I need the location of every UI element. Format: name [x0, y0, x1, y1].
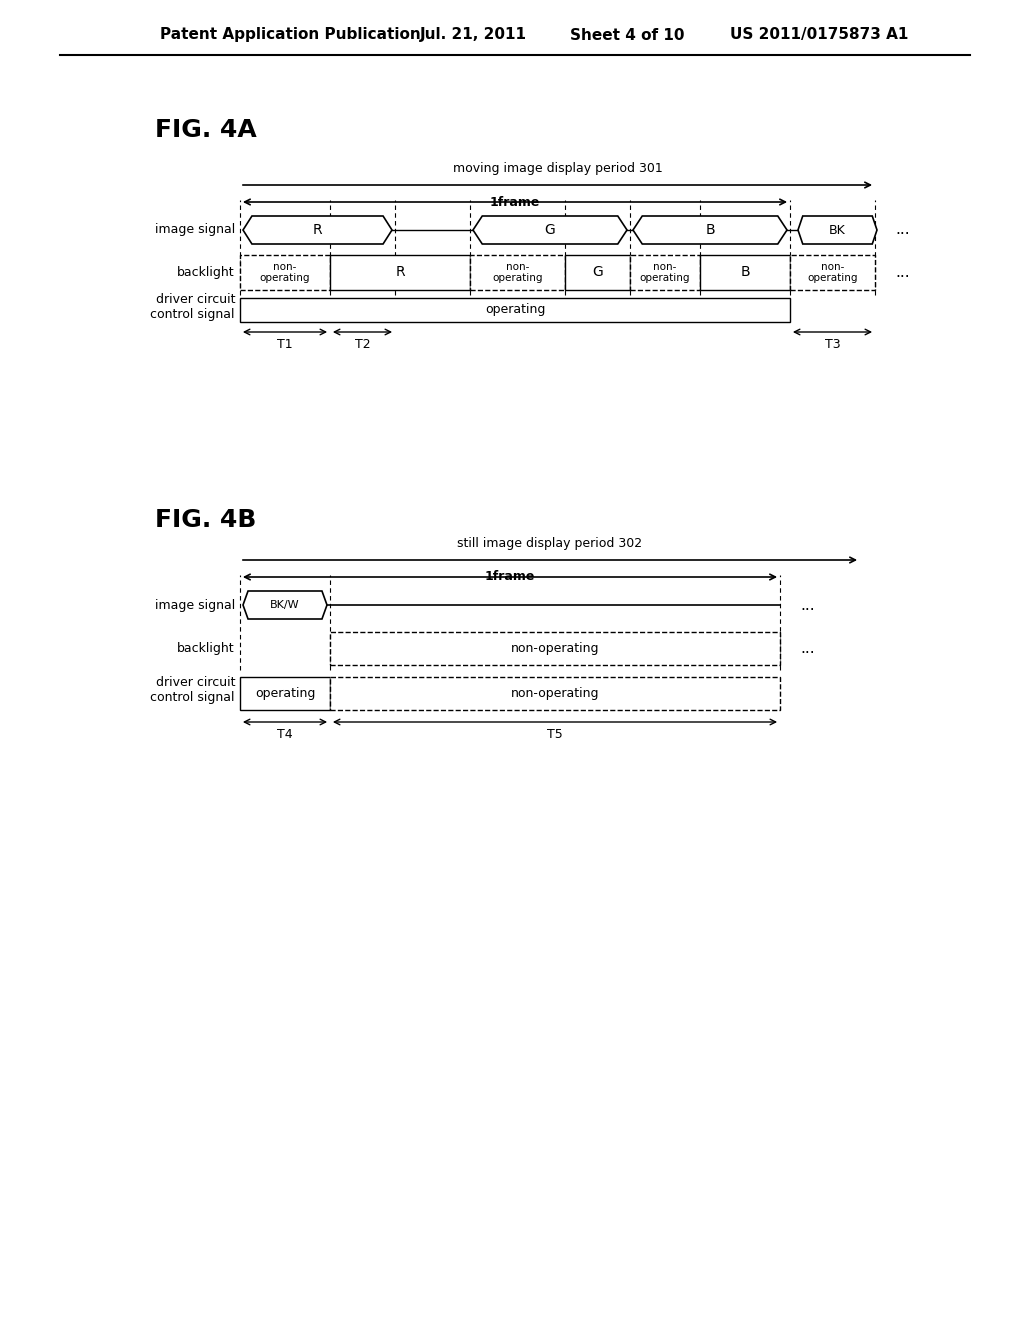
Text: Sheet 4 of 10: Sheet 4 of 10	[570, 28, 684, 42]
Text: non-
operating: non- operating	[260, 261, 310, 284]
Polygon shape	[243, 591, 327, 619]
Text: non-
operating: non- operating	[640, 261, 690, 284]
Text: T5: T5	[547, 729, 563, 742]
Text: operating: operating	[255, 686, 315, 700]
Text: image signal: image signal	[155, 598, 234, 611]
Bar	[330, 255, 470, 290]
Text: non-
operating: non- operating	[807, 261, 858, 284]
Text: 1frame: 1frame	[484, 570, 536, 583]
Bar	[240, 298, 790, 322]
Bar	[790, 255, 874, 290]
Bar	[330, 677, 780, 710]
Text: FIG. 4A: FIG. 4A	[155, 117, 257, 143]
Text: ...: ...	[895, 223, 909, 238]
Text: image signal: image signal	[155, 223, 234, 236]
Text: ...: ...	[800, 642, 815, 656]
Text: T1: T1	[278, 338, 293, 351]
Bar	[565, 255, 630, 290]
Bar	[700, 255, 790, 290]
Text: ...: ...	[895, 265, 909, 280]
Text: non-operating: non-operating	[511, 642, 599, 655]
Polygon shape	[243, 216, 392, 244]
Text: 1frame: 1frame	[489, 195, 541, 209]
Text: BK/W: BK/W	[270, 601, 300, 610]
Text: non-operating: non-operating	[511, 686, 599, 700]
Text: B: B	[706, 223, 715, 238]
Polygon shape	[473, 216, 627, 244]
Text: B: B	[740, 265, 750, 280]
Bar	[240, 255, 330, 290]
Text: Jul. 21, 2011: Jul. 21, 2011	[420, 28, 527, 42]
Text: US 2011/0175873 A1: US 2011/0175873 A1	[730, 28, 908, 42]
Text: still image display period 302: still image display period 302	[458, 537, 643, 550]
Text: G: G	[545, 223, 555, 238]
Text: FIG. 4B: FIG. 4B	[155, 508, 256, 532]
Text: T2: T2	[354, 338, 371, 351]
Text: backlight: backlight	[177, 267, 234, 279]
Text: R: R	[312, 223, 323, 238]
Text: T4: T4	[278, 729, 293, 742]
Text: ...: ...	[800, 598, 815, 612]
Text: T3: T3	[824, 338, 841, 351]
Text: non-
operating: non- operating	[493, 261, 543, 284]
Text: BK: BK	[829, 223, 846, 236]
Text: driver circuit
control signal: driver circuit control signal	[151, 676, 234, 705]
Text: R: R	[395, 265, 404, 280]
Text: moving image display period 301: moving image display period 301	[453, 162, 663, 176]
Text: backlight: backlight	[177, 642, 234, 655]
Polygon shape	[798, 216, 877, 244]
Text: driver circuit
control signal: driver circuit control signal	[151, 293, 234, 321]
Bar	[240, 677, 330, 710]
Text: Patent Application Publication: Patent Application Publication	[160, 28, 421, 42]
Polygon shape	[633, 216, 787, 244]
Bar	[630, 255, 700, 290]
Bar	[330, 632, 780, 665]
Text: operating: operating	[484, 304, 545, 317]
Bar	[470, 255, 565, 290]
Text: G: G	[592, 265, 603, 280]
